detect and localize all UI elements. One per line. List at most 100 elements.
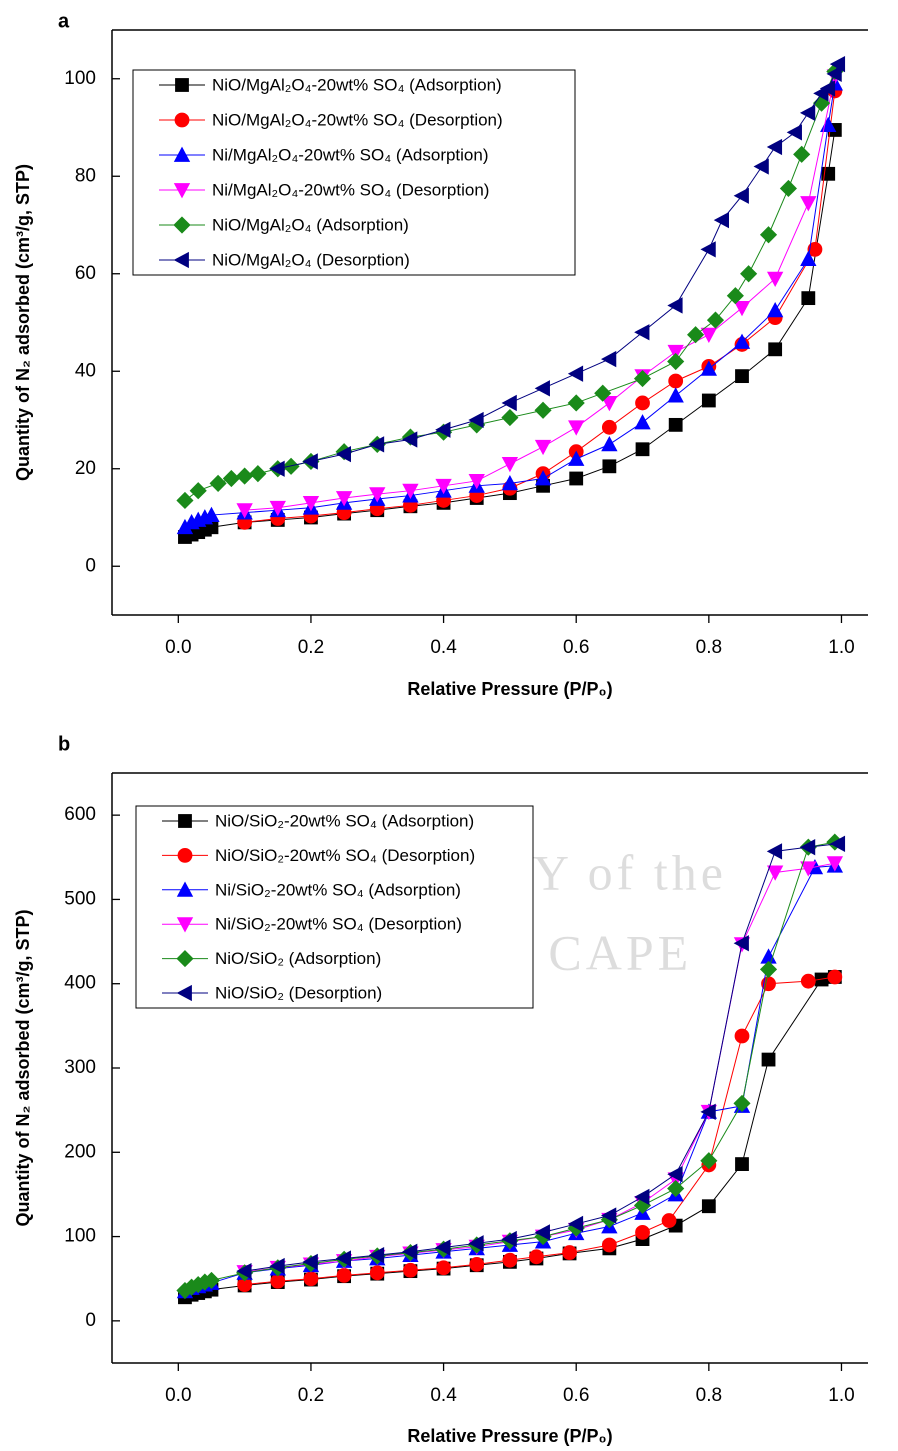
legend-label: Ni/MgAl₂O₄-20wt% SO₄ (Desorption)	[212, 180, 489, 199]
x-tick-label: 0.4	[430, 637, 457, 658]
marker	[568, 395, 584, 411]
marker	[741, 266, 757, 282]
marker	[735, 1029, 749, 1043]
legend-label: NiO/SiO₂-20wt% SO₄ (Adsorption)	[215, 811, 474, 830]
marker	[669, 374, 683, 388]
marker	[635, 325, 649, 340]
marker	[768, 844, 782, 859]
y-axis-title: Quantity of N₂ adsorbed (cm³/g, STP)	[13, 164, 33, 481]
marker	[769, 343, 782, 356]
marker	[754, 159, 768, 174]
x-tick-label: 0.6	[563, 1385, 589, 1406]
marker	[788, 125, 802, 140]
y-tick-label: 80	[75, 165, 96, 186]
marker	[470, 1257, 484, 1271]
marker	[304, 1272, 318, 1286]
x-tick-label: 0.0	[165, 637, 191, 658]
marker	[636, 443, 649, 456]
marker	[636, 1225, 650, 1239]
y-tick-label: 300	[64, 1057, 96, 1078]
marker	[768, 303, 783, 317]
marker	[529, 1250, 543, 1264]
legend-label: Ni/MgAl₂O₄-20wt% SO₄ (Adsorption)	[212, 145, 489, 164]
y-tick-label: 400	[64, 973, 96, 994]
legend-label: NiO/MgAl₂O₄-20wt% SO₄ (Adsorption)	[212, 75, 502, 94]
marker	[736, 370, 749, 383]
legend-label: NiO/SiO₂-20wt% SO₄ (Desorption)	[215, 846, 475, 865]
marker	[250, 466, 266, 482]
panel-label: b	[58, 733, 70, 755]
legend-label: NiO/SiO₂ (Desorption)	[215, 983, 382, 1002]
x-tick-label: 1.0	[828, 1385, 854, 1406]
marker	[669, 418, 682, 431]
marker	[237, 468, 253, 484]
marker	[570, 472, 583, 485]
x-tick-label: 0.2	[298, 1385, 324, 1406]
marker	[702, 394, 715, 407]
marker	[178, 848, 192, 862]
marker	[702, 1200, 715, 1213]
marker	[370, 1266, 384, 1280]
y-tick-label: 200	[64, 1141, 96, 1162]
marker	[535, 402, 551, 418]
marker	[802, 292, 815, 305]
y-tick-label: 100	[64, 68, 96, 89]
marker	[569, 366, 583, 381]
legend-label: Ni/SiO₂-20wt% SO₄ (Desorption)	[215, 915, 462, 934]
x-tick-label: 0.8	[696, 637, 722, 658]
marker	[761, 227, 777, 243]
x-axis-title: Relative Pressure (P/P₀)	[407, 1426, 612, 1446]
marker	[768, 140, 782, 155]
x-tick-label: 0.0	[165, 1385, 191, 1406]
x-tick-label: 1.0	[828, 637, 854, 658]
marker	[503, 1253, 517, 1267]
marker	[768, 272, 783, 286]
y-tick-label: 40	[75, 360, 96, 381]
x-tick-label: 0.6	[563, 637, 589, 658]
marker	[602, 420, 616, 434]
marker	[635, 415, 650, 429]
legend-label: NiO/SiO₂ (Adsorption)	[215, 949, 381, 968]
marker	[735, 301, 750, 315]
legend-label: NiO/MgAl₂O₄ (Desorption)	[212, 250, 410, 269]
marker	[761, 961, 777, 977]
legend-box	[136, 806, 533, 1008]
marker	[271, 1274, 285, 1288]
marker	[502, 457, 517, 471]
figure: UNIVERSITY of the WESTERN CAPE 020406080…	[0, 0, 898, 1451]
marker	[828, 970, 842, 984]
marker	[175, 113, 189, 127]
marker	[688, 327, 704, 343]
marker	[502, 395, 516, 410]
marker	[801, 974, 815, 988]
marker	[602, 437, 617, 451]
y-tick-label: 60	[75, 263, 96, 284]
marker	[176, 79, 189, 92]
y-tick-label: 0	[85, 1310, 96, 1331]
page: {"chart_data": [ {"type": "line", "panel…	[0, 0, 898, 1451]
marker	[801, 105, 815, 120]
marker	[636, 396, 650, 410]
marker	[780, 180, 796, 196]
legend-box	[133, 70, 575, 275]
marker	[190, 483, 206, 499]
marker	[701, 242, 715, 257]
y-tick-label: 20	[75, 458, 96, 479]
marker	[668, 298, 682, 313]
marker	[563, 1246, 577, 1260]
marker	[707, 312, 723, 328]
legend-label: NiO/MgAl₂O₄-20wt% SO₄ (Desorption)	[212, 110, 503, 129]
marker	[668, 388, 683, 402]
marker	[735, 188, 749, 203]
x-tick-label: 0.2	[298, 637, 324, 658]
marker	[177, 492, 193, 508]
marker	[569, 421, 584, 435]
x-tick-label: 0.4	[430, 1385, 457, 1406]
marker	[768, 866, 783, 880]
legend-label: Ni/SiO₂-20wt% SO₄ (Adsorption)	[215, 880, 461, 899]
marker	[715, 213, 729, 228]
marker	[736, 1158, 749, 1171]
y-tick-label: 0	[85, 555, 96, 576]
y-tick-label: 500	[64, 888, 96, 909]
marker	[602, 1238, 616, 1252]
